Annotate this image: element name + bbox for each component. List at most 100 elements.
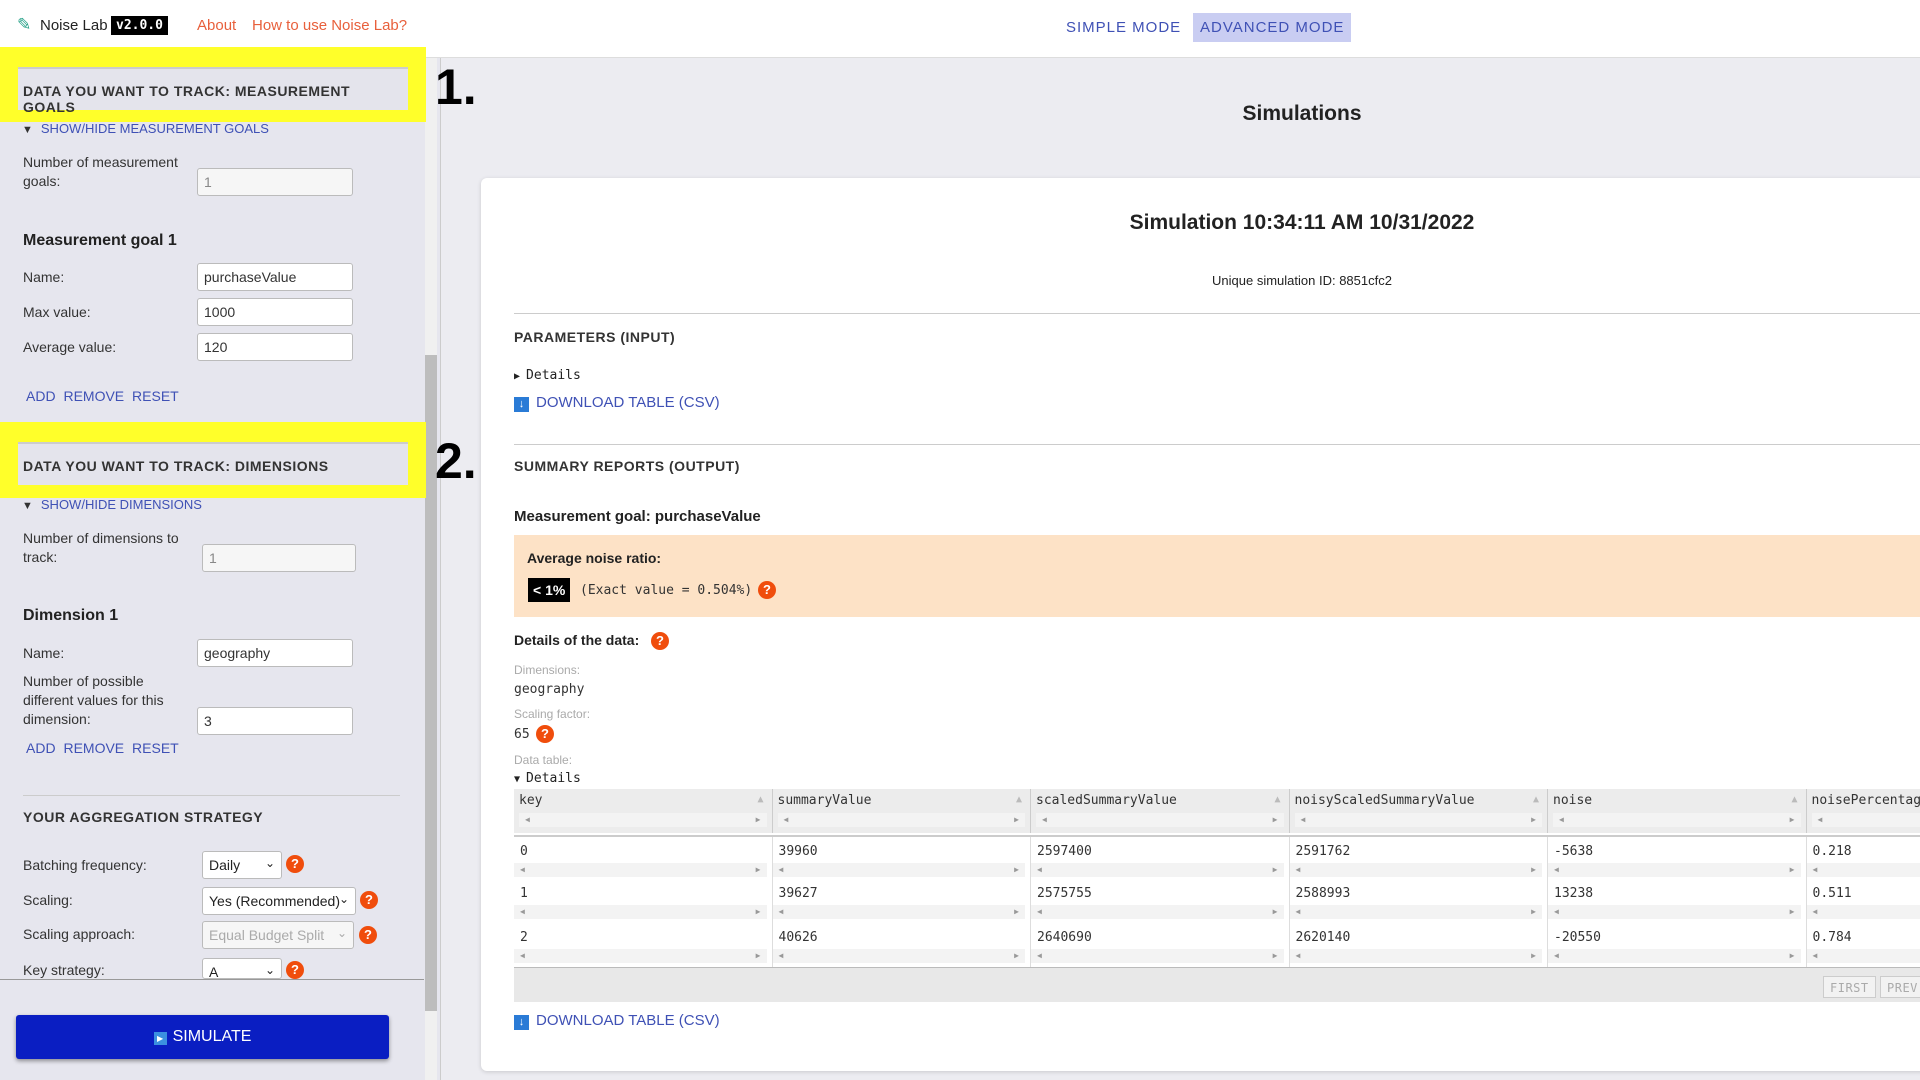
scaling-approach-select[interactable]: Equal Budget Split ⌄ bbox=[202, 921, 354, 949]
cell-scroller[interactable]: ◀▶ bbox=[1806, 863, 1920, 877]
max-value-input[interactable]: 1000 bbox=[197, 298, 353, 326]
advanced-mode-tab[interactable]: ADVANCED MODE bbox=[1193, 13, 1352, 42]
sort-icon[interactable]: ▲ bbox=[1274, 794, 1281, 805]
table-cell: -20550 ◀ ▶ bbox=[1548, 923, 1807, 967]
column-header[interactable]: scaledSummaryValue ▲ ◀ ▶ bbox=[1031, 789, 1290, 833]
cell-scroller[interactable]: ◀▶ bbox=[1031, 949, 1284, 963]
sort-icon[interactable]: ▲ bbox=[1532, 794, 1539, 805]
prev-page-button[interactable]: PREV bbox=[1880, 976, 1920, 998]
help-icon[interactable]: ? bbox=[360, 891, 378, 909]
column-scroller[interactable]: ◀▶ bbox=[1553, 813, 1801, 827]
parameters-details-toggle[interactable]: ▶ Details bbox=[514, 368, 581, 383]
dimensions-header: DATA YOU WANT TO TRACK: DIMENSIONS bbox=[18, 442, 408, 485]
download-params-link[interactable]: ↓ DOWNLOAD TABLE (CSV) bbox=[514, 394, 720, 412]
table-pagination: FIRST PREV bbox=[514, 967, 1920, 1002]
cell-scroller[interactable]: ◀▶ bbox=[1289, 863, 1542, 877]
chevron-down-icon: ⌄ bbox=[338, 892, 349, 906]
sort-icon[interactable]: ▲ bbox=[1791, 794, 1798, 805]
avg-value-input[interactable]: 120 bbox=[197, 333, 353, 361]
goal-name-input[interactable]: purchaseValue bbox=[197, 263, 353, 291]
reset-goal-button[interactable]: RESET bbox=[132, 388, 179, 404]
add-dimension-button[interactable]: ADD bbox=[26, 740, 56, 756]
column-scroller[interactable]: ◀▶ bbox=[777, 813, 1025, 827]
cell-scroller[interactable]: ◀▶ bbox=[514, 905, 767, 919]
simulate-button[interactable]: ▶ SIMULATE bbox=[16, 1015, 389, 1059]
help-icon[interactable]: ? bbox=[651, 632, 669, 650]
help-icon[interactable]: ? bbox=[359, 926, 377, 944]
cell-scroller[interactable]: ◀▶ bbox=[1548, 949, 1801, 963]
dimension-values-label: Number of possible different values for … bbox=[23, 673, 164, 727]
sort-icon[interactable]: ▲ bbox=[757, 794, 764, 805]
column-header[interactable]: noise ▲ ◀ ▶ bbox=[1548, 789, 1807, 833]
sort-icon[interactable]: ▲ bbox=[1015, 794, 1022, 805]
scaling-value: Yes (Recommended) bbox=[209, 893, 340, 909]
sidebar-scrollbar-thumb[interactable] bbox=[425, 355, 437, 1011]
divider bbox=[514, 444, 1920, 445]
dimension-actions: ADD REMOVE RESET bbox=[26, 740, 179, 756]
batching-label: Batching frequency: bbox=[23, 857, 147, 873]
remove-dimension-button[interactable]: REMOVE bbox=[63, 740, 125, 756]
download-table-link[interactable]: ↓ DOWNLOAD TABLE (CSV) bbox=[514, 1012, 720, 1030]
cell-scroller[interactable]: ◀▶ bbox=[1289, 905, 1542, 919]
cell-scroller[interactable]: ◀▶ bbox=[1031, 905, 1284, 919]
cell-scroller[interactable]: ◀▶ bbox=[1548, 905, 1801, 919]
key-strategy-select[interactable]: A ⌄ bbox=[202, 958, 282, 979]
column-header[interactable]: noisyScaledSummaryValue ▲ ◀ ▶ bbox=[1289, 789, 1548, 833]
table-details-toggle[interactable]: ▼ Details bbox=[514, 771, 581, 786]
dimension-count-input[interactable]: 1 bbox=[202, 544, 356, 572]
dimension-name-input[interactable]: geography bbox=[197, 639, 353, 667]
column-header[interactable]: summaryValue ▲ ◀ ▶ bbox=[772, 789, 1031, 833]
reset-dimension-button[interactable]: RESET bbox=[132, 740, 179, 756]
details-label: Details bbox=[526, 771, 581, 786]
column-scroller[interactable]: ◀▶ bbox=[1036, 813, 1284, 827]
cell-scroller[interactable]: ◀▶ bbox=[514, 949, 767, 963]
how-to-link[interactable]: How to use Noise Lab? bbox=[252, 17, 408, 34]
help-icon[interactable]: ? bbox=[758, 581, 776, 599]
table-row: 0 ◀ ▶ 39960 ◀ ▶ 2597400 ◀ ▶ 2591762 ◀ ▶ -5638 ◀ ▶ 0.218… bbox=[514, 835, 1920, 882]
dimension-values-input[interactable]: 3 bbox=[197, 707, 353, 735]
table-cell: 2575755 ◀ ▶ bbox=[1031, 879, 1290, 924]
simple-mode-tab[interactable]: SIMPLE MODE bbox=[1066, 19, 1182, 36]
scaling-approach-label: Scaling approach: bbox=[23, 926, 136, 942]
table-row: 2 ◀ ▶ 40626 ◀ ▶ 2640690 ◀ ▶ 2620140 ◀ ▶ -20550 ◀ ▶ 0.78… bbox=[514, 923, 1920, 967]
column-name: noisePercentag bbox=[1811, 793, 1920, 808]
cell-scroller[interactable]: ◀▶ bbox=[772, 949, 1025, 963]
toggle-dimensions[interactable]: ▼ SHOW/HIDE DIMENSIONS bbox=[22, 497, 202, 512]
help-icon[interactable]: ? bbox=[536, 725, 554, 743]
table-cell: 2640690 ◀ ▶ bbox=[1031, 923, 1290, 967]
batching-select[interactable]: Daily ⌄ bbox=[202, 851, 282, 879]
chevron-down-icon: ⌄ bbox=[264, 963, 275, 977]
cell-value: 2591762 bbox=[1295, 844, 1351, 859]
about-link[interactable]: About bbox=[197, 17, 237, 34]
table-cell: 39960 ◀ ▶ bbox=[772, 837, 1031, 882]
details-label: Details bbox=[526, 368, 581, 383]
help-icon[interactable]: ? bbox=[286, 961, 304, 979]
simulation-card bbox=[481, 178, 1920, 1071]
measurement-count-input[interactable]: 1 bbox=[197, 168, 353, 196]
cell-scroller[interactable]: ◀▶ bbox=[772, 863, 1025, 877]
annotation-one: 1. bbox=[435, 59, 477, 115]
cell-scroller[interactable]: ◀▶ bbox=[1548, 863, 1801, 877]
cell-scroller[interactable]: ◀▶ bbox=[1031, 863, 1284, 877]
add-goal-button[interactable]: ADD bbox=[26, 388, 56, 404]
column-header[interactable]: key ▲ ◀ ▶ bbox=[514, 789, 773, 833]
download-label: DOWNLOAD TABLE (CSV) bbox=[536, 394, 720, 411]
column-header[interactable]: noisePercentag▲◀▶ bbox=[1806, 789, 1920, 833]
app-name: Noise Lab bbox=[40, 17, 108, 34]
scaling-select[interactable]: Yes (Recommended) ⌄ bbox=[202, 887, 356, 915]
help-icon[interactable]: ? bbox=[286, 855, 304, 873]
cell-scroller[interactable]: ◀▶ bbox=[772, 905, 1025, 919]
cell-scroller[interactable]: ◀▶ bbox=[514, 863, 767, 877]
cell-scroller[interactable]: ◀▶ bbox=[1806, 949, 1920, 963]
column-scroller[interactable]: ◀▶ bbox=[1294, 813, 1542, 827]
avg-value-label: Average value: bbox=[23, 339, 117, 355]
first-page-button[interactable]: FIRST bbox=[1823, 976, 1876, 998]
toggle-measurement-goals[interactable]: ▼ SHOW/HIDE MEASUREMENT GOALS bbox=[22, 121, 269, 136]
cell-scroller[interactable]: ◀▶ bbox=[1289, 949, 1542, 963]
column-name: noisyScaledSummaryValue bbox=[1294, 793, 1475, 808]
remove-goal-button[interactable]: REMOVE bbox=[63, 388, 125, 404]
column-scroller[interactable]: ◀▶ bbox=[519, 813, 767, 827]
column-scroller[interactable]: ◀▶ bbox=[1811, 813, 1920, 827]
cell-scroller[interactable]: ◀▶ bbox=[1806, 905, 1920, 919]
column-name: noise bbox=[1553, 793, 1593, 808]
